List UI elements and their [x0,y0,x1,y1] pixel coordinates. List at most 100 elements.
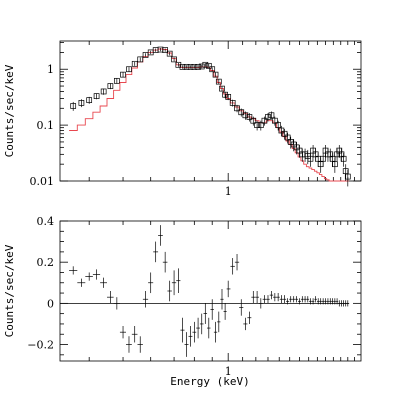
residual-data-point [234,253,240,271]
residual-data-point [338,300,341,307]
spectrum-square-marker [250,117,257,124]
residual-data-point [153,241,159,263]
spectrum-square-marker [171,56,177,63]
bottom-panel-residuals: 1 −0.2 0 0.2 0.4 Counts/sec/keV Energy (keV) [3,215,362,388]
spectrum-square-marker [332,161,338,168]
bottom-y-tick-label: −0.2 [27,339,54,352]
spectrum-data-point [191,64,198,70]
residual-data-point [142,291,149,308]
spectrum-data-point [238,108,245,117]
residual-data-point [199,313,204,335]
spectrum-data-point [281,129,288,140]
spectrum-data-point [126,66,132,73]
residual-data-point [276,293,280,302]
spectrum-data-point [107,83,114,90]
spectrum-data-point [219,85,225,92]
spectrum-data-point [120,71,126,78]
spectrum-data-point [275,120,281,131]
spectrum-data-point [271,116,278,126]
spectrum-square-marker [209,66,216,73]
residual-data-point [207,317,211,339]
spectrum-data-point [290,139,297,152]
residual-data-point [300,296,304,303]
top-y-axis-title: Counts/sec/keV [3,64,16,157]
spectrum-data-point [166,50,173,57]
spectrum-square-marker [107,83,114,89]
spectrum-data-point [113,77,120,84]
residual-data-point [92,269,101,280]
top-x-tick-label: 1 [225,185,232,198]
residual-data-point [258,298,263,309]
spectrum-data-point [225,94,232,101]
model-step-line [69,48,349,182]
spectrum-data-point [307,152,314,167]
top-y-tick-label: 0.1 [37,119,55,132]
spectrum-square-marker [191,64,198,70]
residual-data-point [131,326,138,343]
residual-data-point [171,270,177,296]
spectrum-square-marker [229,100,236,106]
residual-data-point [303,296,307,303]
spectrum-data-point [293,141,300,155]
residual-data-point [126,336,132,353]
residual-data-point [100,277,108,288]
spectrum-square-marker [205,62,212,69]
spectrum-data-point [284,132,291,144]
spectrum-data-point [100,88,107,95]
residual-data-point [289,296,293,303]
residual-data-point [324,298,327,305]
spectrum-data-point [175,61,182,68]
spectrum-square-marker [278,127,285,134]
residual-data-point [295,296,299,303]
spectrum-data-point [131,60,138,67]
spectrum-data-point [344,169,351,187]
spectrum-square-marker [187,64,194,70]
spectrum-data-point [338,148,345,162]
spectrum-data-point [340,152,347,167]
spectrum-square-marker [166,50,173,57]
spectrum-data-point [93,93,100,100]
spectrum-data-point [86,96,93,104]
bottom-residual-series [69,225,349,357]
spectrum-square-marker [338,151,345,158]
residual-data-point [316,298,320,305]
residual-data-point [239,299,244,316]
spectrum-square-marker [225,94,232,100]
top-y-tick-label: 0.01 [30,175,55,188]
spectrum-data-point [179,64,186,70]
spectrum-data-point [342,164,349,181]
top-data-series [70,46,351,187]
residual-data-point [203,303,208,324]
spectrum-data-point [195,64,201,70]
residual-data-point [226,280,231,298]
residual-data-point [243,317,248,331]
residual-data-point [107,291,114,304]
spectrum-data-point [215,78,222,85]
spectrum-square-marker [340,155,347,162]
residual-data-point [282,295,287,304]
residual-data-point [192,321,197,343]
residual-data-point [311,298,315,305]
spectrum-square-marker [162,47,169,53]
residual-data-point [314,296,317,303]
spectrum-data-point [268,111,275,120]
residual-data-point [247,311,252,324]
spectrum-data-point [157,46,164,53]
residual-data-point [298,298,301,305]
spectrum-square-marker [219,85,225,92]
residual-data-point [340,300,343,307]
spectrum-data-point [265,113,271,122]
residual-data-point [326,298,330,305]
residual-data-point [346,300,349,307]
residual-data-point [148,272,154,294]
spectrum-square-marker [137,56,144,63]
residual-data-point [329,298,332,305]
residual-data-point [167,280,172,302]
spectrum-square-marker [271,117,278,124]
residual-data-point [321,298,325,305]
residual-data-point [292,296,296,303]
spectrum-square-marker [275,122,281,128]
bottom-y-axis-title: Counts/sec/keV [3,244,16,337]
spectrum-data-point [183,64,190,70]
spectrum-data-point [209,66,216,73]
